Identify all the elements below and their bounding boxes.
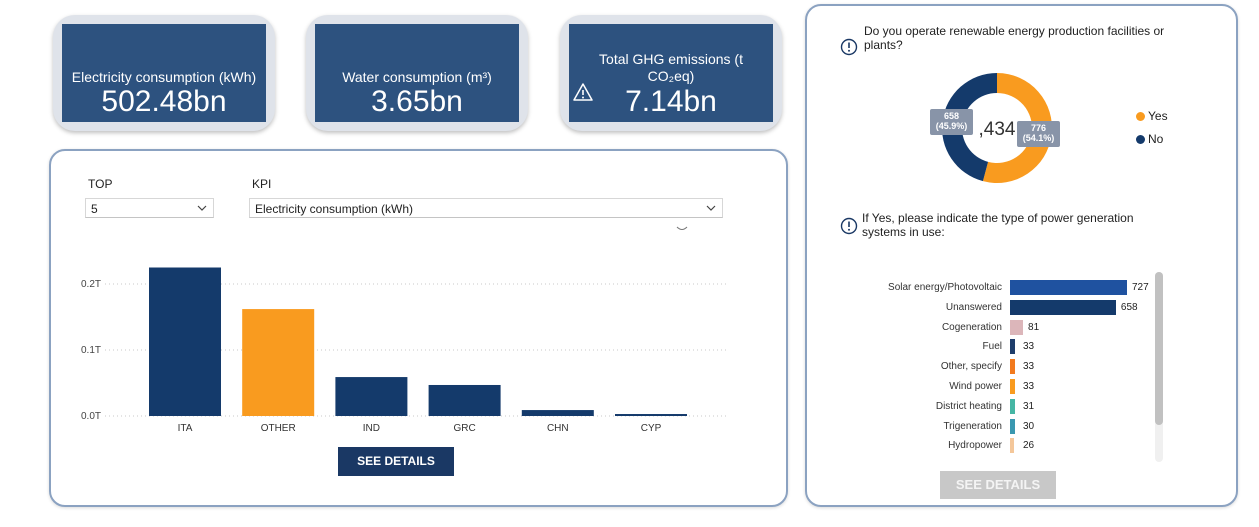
top-select[interactable]: 5 — [85, 198, 214, 218]
hbar[interactable] — [1010, 398, 1015, 414]
legend-label-yes: Yes — [1148, 109, 1168, 123]
hbar[interactable] — [1010, 379, 1016, 394]
hbar-category-label: Wind power — [949, 381, 1002, 392]
x-tick-label: CHN — [547, 423, 569, 434]
y-tick-label: 0.0T — [81, 411, 101, 422]
kpi-card-body: Total GHG emissions (t CO₂eq) 7.14bn — [569, 24, 773, 122]
hbar-category-label: Trigeneration — [943, 420, 1002, 432]
kpi-card-water: Water consumption (m³) 3.65bn — [306, 15, 528, 131]
top-filter-label: TOP — [88, 177, 113, 191]
donut-data-label-box — [930, 109, 973, 135]
kpi-card-body: Water consumption (m³) 3.65bn — [315, 24, 519, 122]
top-countries-bar-chart: 0.0T 0.1T 0.2T ITA OTHER IND GRC CHN CYP — [81, 267, 728, 434]
hbar-value-label: 81 — [1028, 321, 1040, 333]
hbar-category-label: Other, specify — [940, 361, 1002, 373]
kpi-filter-label: KPI — [252, 177, 272, 191]
x-tick-label: CYP — [641, 423, 662, 434]
bar-other[interactable] — [242, 309, 315, 416]
hbar-value-label: 658 — [1120, 301, 1138, 313]
info-circle-icon[interactable] — [840, 217, 858, 235]
kpi-card-ghg: Total GHG emissions (t CO₂eq) 7.14bn — [560, 15, 782, 131]
kpi-select[interactable]: Electricity consumption (kWh) — [249, 198, 723, 218]
donut-data-label-box — [1017, 121, 1060, 147]
x-tick-label: GRC — [453, 423, 475, 434]
renewable-donut-chart: ,434 776(54.1%) 658(45.9%) — [930, 73, 1060, 183]
kpi-label: Electricity consumption (kWh) — [71, 69, 257, 85]
donut-data-label: (54.1%) — [1023, 133, 1055, 143]
see-details-button[interactable]: SEE DETAILS — [338, 447, 454, 476]
chevron-down-icon — [197, 205, 207, 211]
hbar-value-label: 30 — [1023, 420, 1035, 432]
scrollbar-thumb[interactable] — [1155, 272, 1163, 425]
chevron-down-icon — [706, 205, 716, 211]
kpi-value: 3.65bn — [371, 85, 463, 118]
bar-grc[interactable] — [428, 384, 501, 416]
y-tick-label: 0.1T — [81, 345, 101, 356]
hbar-value-label: 33 — [1023, 341, 1035, 353]
hbar-category-label: Cogeneration — [941, 321, 1002, 333]
hbar-value-label: 26 — [1023, 440, 1035, 452]
bar-ind[interactable] — [335, 377, 408, 416]
question-power-generation: If Yes, please indicate the type of powe… — [862, 211, 1134, 239]
hbar[interactable] — [1010, 339, 1016, 355]
donut-center-label: ,434 — [979, 119, 1016, 140]
donut-data-label: 776 — [1031, 123, 1046, 133]
kpi-card-body: Electricity consumption (kWh) 502.48bn — [62, 24, 266, 122]
kpi-label: Water consumption (m³) — [342, 69, 492, 85]
legend-label-no: No — [1148, 132, 1164, 146]
drag-handle-icon[interactable] — [675, 224, 689, 232]
hbar-value-label: 33 — [1023, 361, 1035, 373]
bar-chn[interactable] — [521, 410, 594, 416]
hbar[interactable] — [1010, 319, 1024, 335]
kpi-value: 7.14bn — [625, 85, 717, 118]
top-select-value: 5 — [91, 202, 98, 216]
hbar-category-label: District heating — [935, 400, 1002, 412]
x-tick-label: IND — [363, 423, 380, 434]
x-tick-label: ITA — [178, 423, 193, 434]
hbar-value-label: 33 — [1023, 381, 1035, 392]
donut-data-label: 658 — [944, 111, 959, 121]
hbar[interactable] — [1010, 359, 1016, 375]
kpi-select-value: Electricity consumption (kWh) — [255, 202, 414, 216]
legend-item-yes: Yes — [1136, 109, 1168, 123]
hbar-value-label: 727 — [1132, 282, 1149, 293]
hbar[interactable] — [1010, 418, 1015, 434]
kpi-label-line2: CO₂eq) — [647, 68, 695, 84]
x-tick-label: OTHER — [261, 423, 296, 434]
info-circle-icon[interactable] — [840, 38, 858, 56]
bar-ita[interactable] — [149, 267, 221, 417]
hbar-category-label: Fuel — [982, 341, 1002, 353]
see-details-button-disabled[interactable]: SEE DETAILS — [940, 471, 1056, 499]
kpi-card-electricity: Electricity consumption (kWh) 502.48bn — [53, 15, 275, 131]
hbar[interactable] — [1010, 280, 1127, 295]
bar-cyp[interactable] — [615, 414, 687, 416]
question-renewable-facilities: Do you operate renewable energy producti… — [864, 24, 1165, 52]
legend-item-no: No — [1136, 132, 1163, 146]
donut-slice-no[interactable] — [942, 73, 997, 182]
legend-dot-yes — [1136, 112, 1145, 122]
warning-triangle-icon[interactable] — [573, 82, 593, 102]
hbar-category-label: Hydropower — [948, 440, 1002, 452]
donut-slice-yes[interactable] — [982, 73, 1052, 183]
legend-dot-no — [1136, 135, 1145, 145]
kpi-value: 502.48bn — [101, 85, 227, 118]
hbar-value-label: 31 — [1023, 400, 1035, 412]
y-tick-label: 0.2T — [81, 279, 101, 290]
hbar[interactable] — [1010, 438, 1015, 454]
donut-data-label: (45.9%) — [936, 121, 968, 131]
kpi-label: Total GHG emissions (t — [599, 51, 743, 67]
hbar-category-label: Unanswered — [945, 301, 1002, 313]
hbar-category-label: Solar energy/Photovoltaic — [888, 282, 1002, 293]
hbar[interactable] — [1010, 299, 1116, 315]
